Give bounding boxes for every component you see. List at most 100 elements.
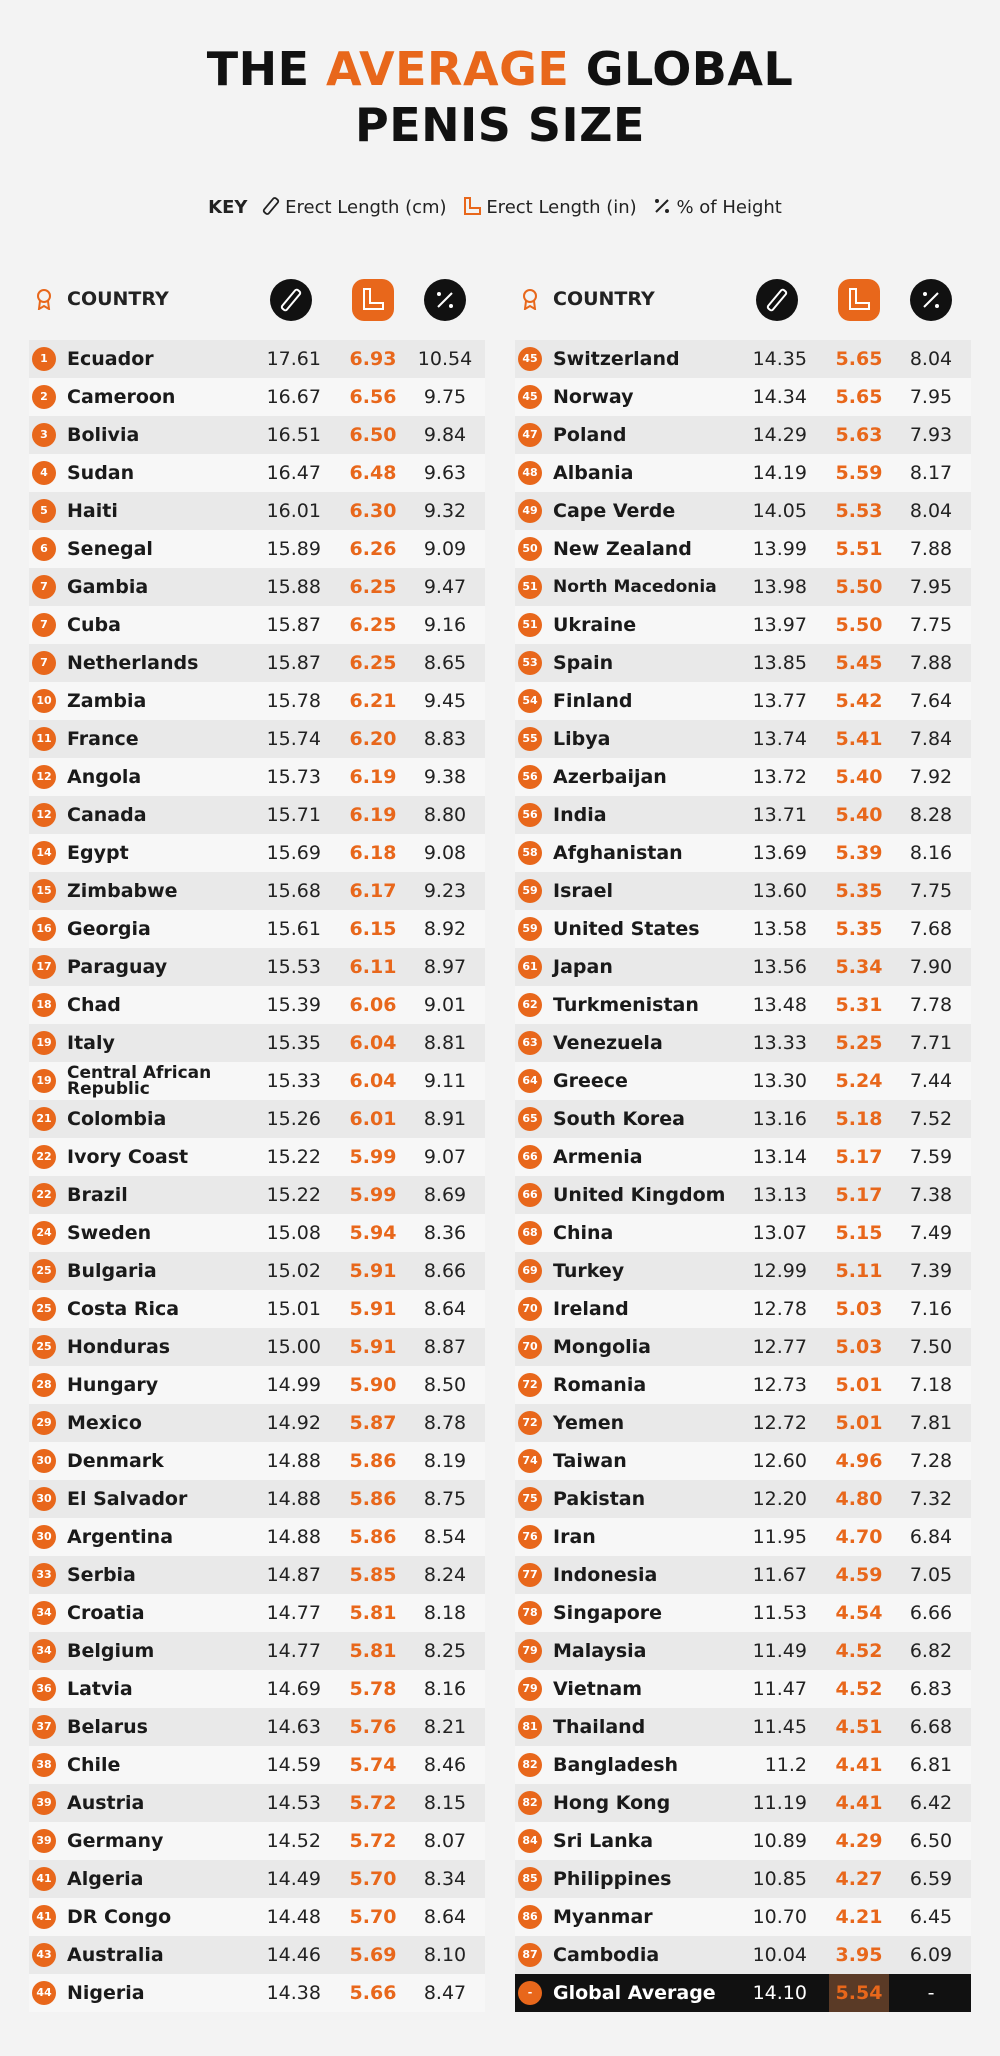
table-row: 6 Senegal 15.89 6.26 9.09 (29, 530, 485, 568)
rank-badge: 75 (518, 1487, 542, 1511)
country-name: Iran (553, 1526, 596, 1548)
table-row: 61 Japan 13.56 5.34 7.90 (515, 948, 971, 986)
length-cm: 13.77 (752, 690, 807, 712)
country-name: Cambodia (553, 1944, 660, 1966)
table-row: 69 Turkey 12.99 5.11 7.39 (515, 1252, 971, 1290)
length-in: 6.48 (349, 462, 397, 484)
country-name: Romania (553, 1374, 647, 1396)
length-in: 6.06 (349, 994, 397, 1016)
table-row: 68 China 13.07 5.15 7.49 (515, 1214, 971, 1252)
title-word: AVERAGE (326, 42, 570, 96)
key-item: Erect Length (cm) (261, 197, 447, 218)
table-row: 18 Chad 15.39 6.06 9.01 (29, 986, 485, 1024)
length-cm: 15.26 (266, 1108, 321, 1130)
rank-badge: 25 (32, 1335, 56, 1359)
length-cm: 10.89 (752, 1830, 807, 1852)
percent-height: 7.68 (909, 918, 953, 940)
rank-badge: 62 (518, 993, 542, 1017)
length-in: 5.59 (835, 462, 883, 484)
length-in: 5.51 (835, 538, 883, 560)
length-in: 5.35 (835, 918, 883, 940)
table-row: 49 Cape Verde 14.05 5.53 8.04 (515, 492, 971, 530)
percent-height: 7.16 (909, 1298, 953, 1320)
percent-height: 8.16 (423, 1678, 467, 1700)
percent-height: 6.45 (909, 1906, 953, 1928)
rank-badge: 72 (518, 1373, 542, 1397)
percent-height: 8.25 (423, 1640, 467, 1662)
length-cm: 15.01 (266, 1298, 321, 1320)
percent-height: 6.82 (909, 1640, 953, 1662)
length-cm: 12.60 (752, 1450, 807, 1472)
percent-height: 9.47 (423, 576, 467, 598)
length-in: 5.15 (835, 1222, 883, 1244)
country-name: Costa Rica (67, 1298, 180, 1320)
country-name: Egypt (67, 842, 129, 864)
length-cm: 15.71 (266, 804, 321, 826)
length-cm: 14.10 (752, 1982, 807, 2004)
percent-height: 7.92 (909, 766, 953, 788)
length-in: 5.76 (349, 1716, 397, 1738)
rank-badge: 55 (518, 727, 542, 751)
percent-height: 9.38 (423, 766, 467, 788)
rank-badge: 25 (32, 1259, 56, 1283)
country-name: Finland (553, 690, 633, 712)
table-row: 25 Honduras 15.00 5.91 8.87 (29, 1328, 485, 1366)
country-name: India (553, 804, 607, 826)
percent-height: 10.54 (417, 348, 473, 370)
rank-badge: 54 (518, 689, 542, 713)
length-in: 6.17 (349, 880, 397, 902)
table-row: 86 Myanmar 10.70 4.21 6.45 (515, 1898, 971, 1936)
table-row: 66 United Kingdom 13.13 5.17 7.38 (515, 1176, 971, 1214)
country-name: Libya (553, 728, 611, 750)
country-name: Albania (553, 462, 634, 484)
length-in: 5.65 (835, 348, 883, 370)
percent-height: 8.16 (909, 842, 953, 864)
length-cm: 16.47 (266, 462, 321, 484)
table-row: 62 Turkmenistan 13.48 5.31 7.78 (515, 986, 971, 1024)
length-cm: 13.07 (752, 1222, 807, 1244)
percent-height: 7.90 (909, 956, 953, 978)
rank-badge: 68 (518, 1221, 542, 1245)
length-in: 5.87 (349, 1412, 397, 1434)
length-in: 5.69 (349, 1944, 397, 1966)
country-name: Venezuela (553, 1032, 663, 1054)
length-in: 6.30 (349, 500, 397, 522)
length-in: 5.03 (835, 1336, 883, 1358)
rank-badge: 7 (32, 651, 56, 675)
length-cm: 13.58 (752, 918, 807, 940)
length-in: 4.52 (835, 1678, 883, 1700)
table-row: 43 Australia 14.46 5.69 8.10 (29, 1936, 485, 1974)
length-in: 5.86 (349, 1450, 397, 1472)
percent-height: 6.59 (909, 1868, 953, 1890)
country-name: Israel (553, 880, 613, 902)
table-row: 77 Indonesia 11.67 4.59 7.05 (515, 1556, 971, 1594)
table-row: 36 Latvia 14.69 5.78 8.16 (29, 1670, 485, 1708)
length-cm: 14.87 (266, 1564, 321, 1586)
country-name: Vietnam (553, 1678, 642, 1700)
length-cm: 14.77 (266, 1602, 321, 1624)
length-in: 4.41 (835, 1754, 883, 1776)
length-in: 4.41 (835, 1792, 883, 1814)
percent-height: 7.64 (909, 690, 953, 712)
country-name: Yemen (553, 1412, 625, 1434)
rank-badge: 14 (32, 841, 56, 865)
length-cm: 13.48 (752, 994, 807, 1016)
table-row: 17 Paraguay 15.53 6.11 8.97 (29, 948, 485, 986)
percent-height: 7.78 (909, 994, 953, 1016)
country-name: Nigeria (67, 1982, 145, 2004)
rank-badge: 6 (32, 537, 56, 561)
table-row: 74 Taiwan 12.60 4.96 7.28 (515, 1442, 971, 1480)
country-name: Bolivia (67, 424, 140, 446)
length-in: 5.63 (835, 424, 883, 446)
percent-height: 7.32 (909, 1488, 953, 1510)
table-row: 5 Haiti 16.01 6.30 9.32 (29, 492, 485, 530)
length-in: 6.11 (349, 956, 397, 978)
percent-height: 8.19 (423, 1450, 467, 1472)
length-in: 4.59 (835, 1564, 883, 1586)
percent-height: 8.83 (423, 728, 467, 750)
length-in: 6.25 (349, 614, 397, 636)
length-cm: 13.74 (752, 728, 807, 750)
country-name: Indonesia (553, 1564, 658, 1586)
length-cm: 12.78 (752, 1298, 807, 1320)
